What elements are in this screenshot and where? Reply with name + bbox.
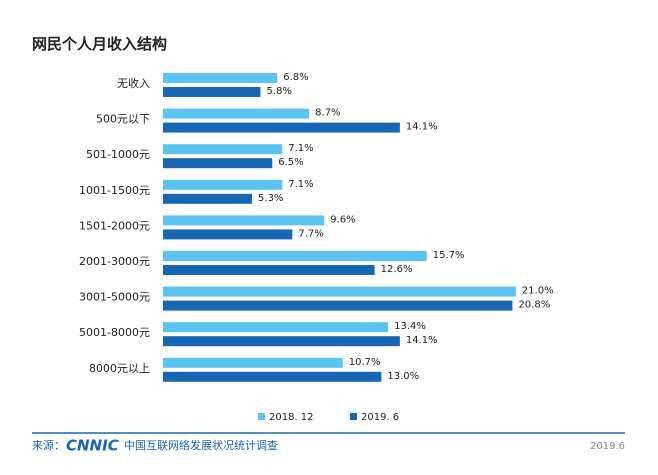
value-label: 10.7%: [349, 357, 381, 368]
value-label: 8.7%: [315, 108, 340, 119]
value-label: 6.8%: [283, 72, 308, 83]
value-label: 7.1%: [288, 143, 313, 154]
y-tick-label: 1001-1500元: [79, 184, 150, 197]
legend-swatch: [350, 413, 357, 420]
y-tick-label: 3001-5000元: [79, 291, 150, 304]
bar: [163, 357, 343, 368]
bar: [163, 300, 513, 311]
value-label: 14.1%: [406, 122, 438, 133]
bar: [163, 215, 325, 226]
value-label: 20.8%: [518, 300, 550, 311]
source-label: 来源：: [32, 438, 65, 452]
bar: [163, 158, 273, 169]
value-label: 14.1%: [406, 335, 438, 346]
y-tick-label: 2001-3000元: [79, 255, 150, 268]
bar: [163, 286, 516, 297]
value-label: 15.7%: [433, 250, 465, 261]
legend-label: 2019. 6: [361, 412, 399, 423]
chart-title: 网民个人月收入结构: [32, 35, 167, 53]
source-logo: CNNIC: [66, 437, 119, 455]
source-text: 中国互联网络发展状况统计调查: [124, 438, 278, 452]
value-label: 7.1%: [288, 179, 313, 190]
value-label: 7.7%: [298, 228, 323, 239]
bar: [163, 336, 400, 347]
bar: [163, 229, 293, 240]
value-label: 13.0%: [387, 371, 419, 382]
y-tick-label: 1501-2000元: [79, 219, 150, 232]
value-label: 21.0%: [522, 286, 554, 297]
bar: [163, 371, 382, 382]
bar: [163, 73, 278, 83]
value-label: 12.6%: [381, 264, 413, 275]
y-tick-label: 501-1000元: [86, 148, 150, 161]
bar: [163, 122, 400, 133]
bar: [163, 193, 253, 204]
legend-label: 2018. 12: [269, 412, 314, 423]
bar: [163, 144, 283, 155]
bar: [163, 322, 389, 333]
value-label: 5.8%: [266, 86, 291, 97]
bar: [163, 179, 283, 190]
value-label: 13.4%: [394, 321, 426, 332]
bar: [163, 251, 427, 261]
bar: [163, 87, 261, 97]
y-tick-label: 5001-8000元: [79, 326, 150, 339]
value-label: 9.6%: [330, 214, 355, 225]
y-tick-label: 无收入: [117, 76, 150, 90]
page-label: 2019.6: [590, 441, 625, 452]
y-tick-label: 8000元以上: [89, 362, 150, 375]
value-label: 6.5%: [278, 157, 303, 168]
value-label: 5.3%: [258, 193, 283, 204]
bar: [163, 108, 310, 119]
legend-swatch: [258, 413, 265, 420]
bar: [163, 265, 375, 275]
y-tick-label: 500元以下: [96, 113, 150, 126]
